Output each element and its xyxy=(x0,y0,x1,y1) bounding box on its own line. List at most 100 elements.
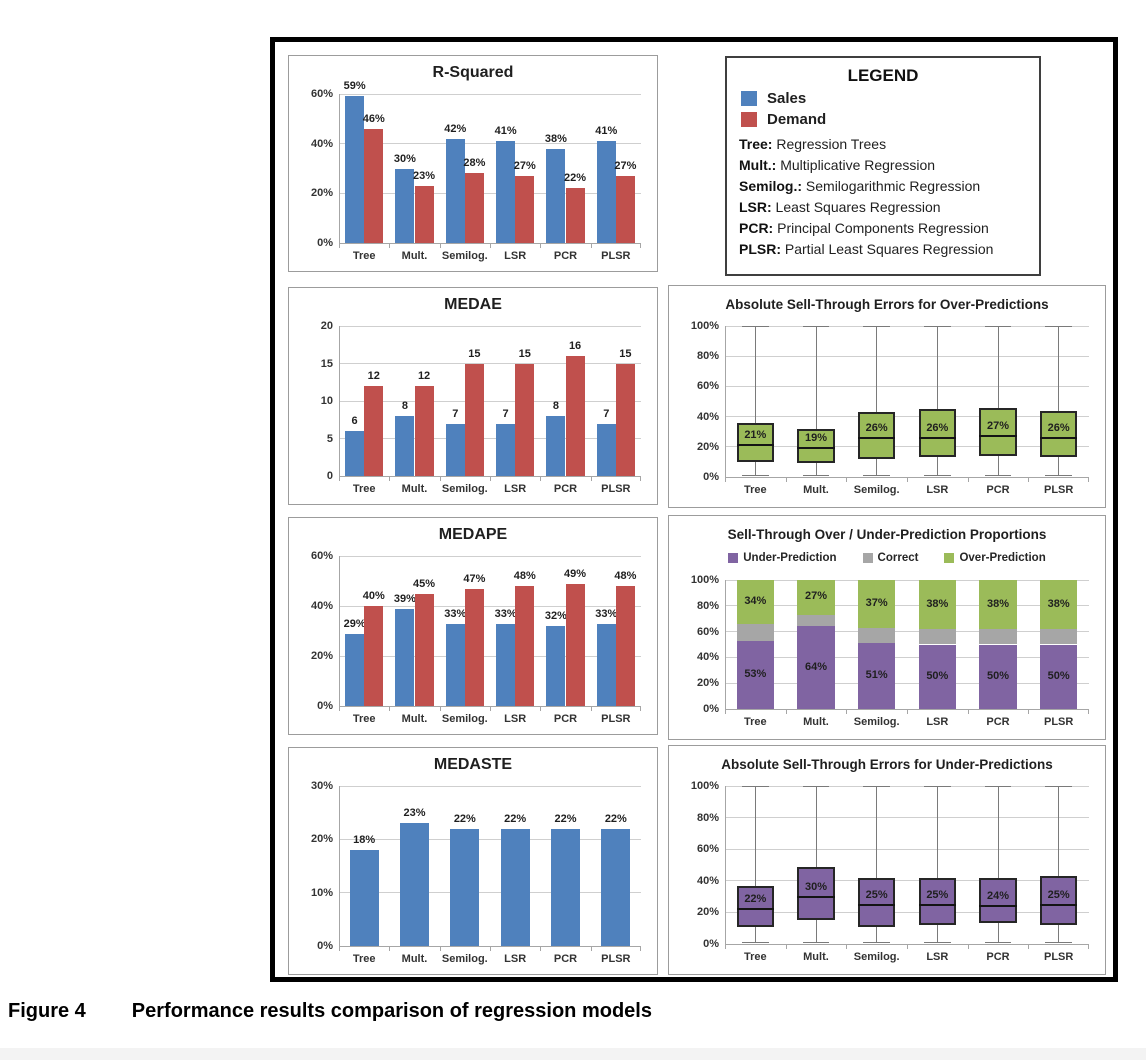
bar-sales xyxy=(395,608,415,706)
bar-value-label: 23% xyxy=(413,169,436,182)
whisker-line xyxy=(1058,326,1060,476)
bar-sales xyxy=(596,423,616,476)
category-boundary-tick xyxy=(540,706,542,711)
bar-sales xyxy=(546,416,566,476)
whisker-cap-bottom xyxy=(741,942,769,944)
y-tick-label: 60% xyxy=(696,380,719,393)
y-axis-line xyxy=(725,326,726,477)
y-tick-label: 60% xyxy=(310,550,333,562)
y-tick-label: 0% xyxy=(703,703,719,715)
bar-value-label: 29% xyxy=(343,617,366,630)
category-boundary-tick xyxy=(439,946,441,951)
whisker-line xyxy=(936,786,938,943)
category-boundary-tick xyxy=(439,706,441,711)
y-tick-label: 10 xyxy=(320,395,333,407)
box xyxy=(857,412,896,459)
x-category-label: LSR xyxy=(926,951,949,963)
category-boundary-tick xyxy=(725,944,726,949)
x-category-label: Tree xyxy=(744,951,767,963)
segment-value-label: 50% xyxy=(986,669,1010,682)
x-category-label: Tree xyxy=(352,713,376,725)
bar-value-label: 12 xyxy=(417,370,431,382)
x-category-label: Mult. xyxy=(803,484,829,496)
y-tick-label: 40% xyxy=(310,600,333,612)
whisker-cap-bottom xyxy=(741,475,769,477)
bar-demand xyxy=(565,583,585,706)
x-category-label: PCR xyxy=(986,716,1010,728)
segment-value-label: 53% xyxy=(744,667,767,680)
bar-value-label: 15 xyxy=(468,347,481,360)
chart-title: MEDAPE xyxy=(438,526,508,543)
plot-area: 0% 20% 40% 60% 80% 100% Tree Mult. Semilog. LSR PC… xyxy=(691,780,1089,963)
median-value-label: 21% xyxy=(744,429,767,442)
whisker-line xyxy=(876,326,878,476)
whisker-cap-bottom xyxy=(984,475,1012,477)
box xyxy=(979,407,1017,456)
whisker-line xyxy=(815,786,817,943)
gridline xyxy=(339,363,641,364)
segment-under-prediction xyxy=(979,644,1017,709)
category-boundary-tick xyxy=(785,477,787,482)
bar-demand xyxy=(515,175,535,243)
chart-panel-over-prediction-errors: Absolute Sell-Through Errors for Over-Pr… xyxy=(668,285,1106,508)
median-value-label: 22% xyxy=(744,893,767,906)
legend-entry: PLSR: Partial Least Squares Regression xyxy=(739,241,994,257)
bar-sales xyxy=(496,141,516,243)
bar-demand xyxy=(464,363,484,476)
y-tick-label: 20 xyxy=(320,320,333,332)
whisker-cap-top xyxy=(802,326,830,327)
segment-value-label: 27% xyxy=(804,590,828,603)
segment-correct xyxy=(918,629,957,645)
median-value-label: 27% xyxy=(986,420,1010,433)
category-boundary-tick xyxy=(1028,709,1030,714)
segment-under-prediction xyxy=(1039,644,1078,709)
gridline xyxy=(339,555,641,557)
segment-over-prediction xyxy=(979,580,1017,630)
bar-sales xyxy=(445,623,465,706)
gridline xyxy=(725,605,1089,607)
y-axis-line xyxy=(339,786,340,946)
y-tick-label: 0% xyxy=(703,471,719,483)
bar-sales xyxy=(596,623,616,706)
category-boundary-tick xyxy=(389,476,391,481)
y-tick-label: 60% xyxy=(696,625,719,638)
y-tick-label: 20% xyxy=(310,187,333,200)
legend-abbreviations: Tree: Regression Trees Mult.: Multiplica… xyxy=(739,134,1029,260)
legend-entry: PCR: Principal Components Regression xyxy=(739,220,989,236)
bar-value-label: 45% xyxy=(413,577,436,590)
category-boundary-tick xyxy=(339,946,340,951)
category-boundary-tick xyxy=(846,944,848,949)
bar-value-label: 42% xyxy=(444,122,467,135)
median-line xyxy=(1039,903,1078,906)
category-boundary-tick xyxy=(590,706,592,711)
whisker-line xyxy=(997,786,999,943)
x-category-label: Semilog. xyxy=(853,484,900,496)
segment-correct xyxy=(857,627,896,644)
x-category-label: Semilog. xyxy=(441,953,488,965)
bar-value-label: 15 xyxy=(619,347,632,360)
y-tick-label: 40% xyxy=(696,651,719,664)
category-boundary-tick xyxy=(640,946,641,951)
bar-value-label: 8 xyxy=(552,400,559,412)
bar-sales xyxy=(395,168,415,243)
x-category-label: Mult. xyxy=(401,713,428,725)
category-boundary-tick xyxy=(590,243,592,248)
category-boundary-tick xyxy=(846,477,848,482)
whisker-cap-bottom xyxy=(863,475,890,477)
segment-under-prediction xyxy=(736,640,775,709)
bar-value-label: 16 xyxy=(568,340,582,352)
x-category-label: PCR xyxy=(553,250,578,262)
gridline xyxy=(725,579,1089,581)
gridline xyxy=(339,143,641,145)
y-tick-label: 20% xyxy=(696,440,719,453)
x-category-label: PCR xyxy=(986,484,1010,496)
whisker-cap-top xyxy=(923,786,951,787)
bar-value-label: 48% xyxy=(513,570,536,582)
gridline xyxy=(339,785,641,787)
box xyxy=(918,877,957,926)
category-boundary-tick xyxy=(339,243,340,248)
gridline xyxy=(339,892,641,894)
median-value-label: 24% xyxy=(986,890,1010,903)
x-category-label: Semilog. xyxy=(441,483,488,495)
bar-value-label: 47% xyxy=(463,572,486,585)
